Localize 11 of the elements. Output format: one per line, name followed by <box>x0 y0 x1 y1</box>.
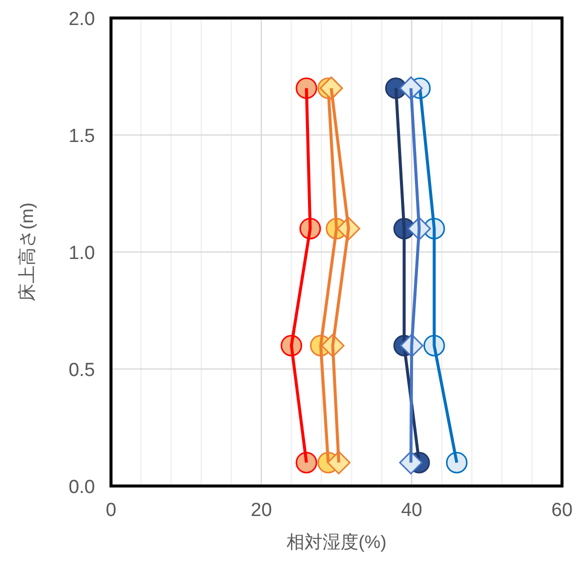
x-tick-label: 60 <box>551 500 573 521</box>
y-tick-label: 1.5 <box>68 126 95 147</box>
x-tick-label: 40 <box>401 500 422 521</box>
x-axis-title: 相対湿度(%) <box>286 532 386 552</box>
y-tick-label: 0.0 <box>68 477 95 498</box>
y-tick-label: 1.0 <box>68 243 95 264</box>
y-tick-label: 2.0 <box>68 9 95 30</box>
x-tick-label: 20 <box>250 500 272 521</box>
y-axis-title: 床上高さ(m) <box>17 202 37 302</box>
x-tick-label: 0 <box>106 500 116 521</box>
y-tick-label: 0.5 <box>68 360 95 381</box>
